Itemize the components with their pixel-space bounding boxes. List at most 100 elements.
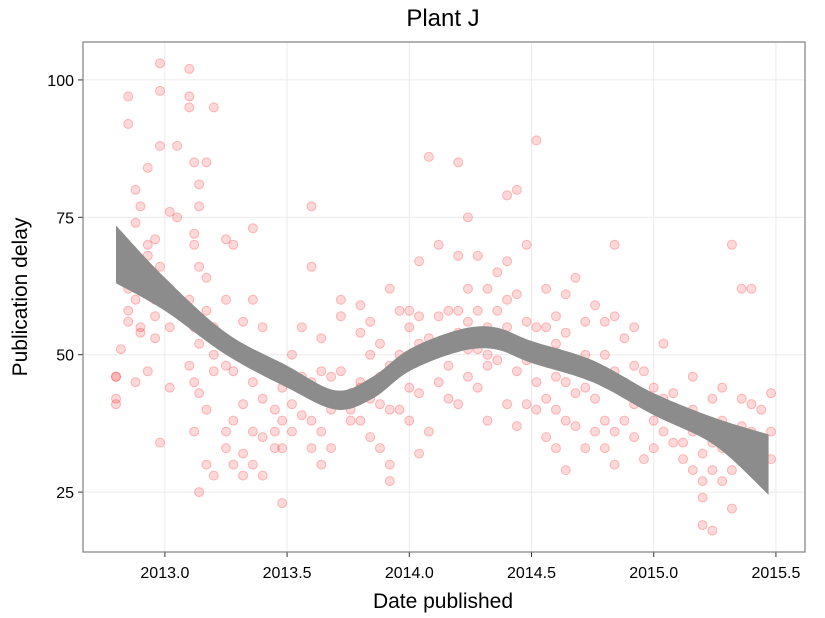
point bbox=[189, 157, 200, 168]
point bbox=[201, 459, 212, 470]
point bbox=[269, 404, 280, 415]
point bbox=[110, 399, 121, 410]
point bbox=[629, 432, 640, 443]
point bbox=[296, 410, 307, 421]
point bbox=[599, 443, 610, 454]
point bbox=[316, 426, 327, 437]
point bbox=[365, 316, 376, 327]
point bbox=[220, 234, 231, 245]
point bbox=[142, 162, 153, 173]
point bbox=[164, 206, 175, 217]
point bbox=[123, 305, 134, 316]
point bbox=[638, 366, 649, 377]
point bbox=[541, 393, 552, 404]
point bbox=[550, 371, 561, 382]
point bbox=[228, 366, 239, 377]
point bbox=[277, 443, 288, 454]
point bbox=[697, 448, 708, 459]
point bbox=[247, 223, 258, 234]
point bbox=[194, 179, 205, 190]
point bbox=[154, 58, 165, 69]
point bbox=[736, 283, 747, 294]
point bbox=[531, 377, 542, 388]
point bbox=[590, 393, 601, 404]
point bbox=[286, 426, 297, 437]
point bbox=[766, 388, 777, 399]
point bbox=[560, 289, 571, 300]
point bbox=[531, 135, 542, 146]
point bbox=[194, 201, 205, 212]
point bbox=[521, 316, 532, 327]
point bbox=[433, 239, 444, 250]
point bbox=[123, 91, 134, 102]
point bbox=[609, 239, 620, 250]
point bbox=[150, 333, 161, 344]
point bbox=[257, 322, 268, 333]
point bbox=[394, 305, 405, 316]
point bbox=[726, 465, 737, 476]
point bbox=[335, 366, 346, 377]
point bbox=[521, 399, 532, 410]
point bbox=[453, 399, 464, 410]
point bbox=[355, 327, 366, 338]
point bbox=[619, 333, 630, 344]
point bbox=[629, 360, 640, 371]
point bbox=[220, 360, 231, 371]
point bbox=[135, 327, 146, 338]
point bbox=[142, 366, 153, 377]
point bbox=[335, 311, 346, 322]
point bbox=[306, 201, 317, 212]
point bbox=[306, 261, 317, 272]
point bbox=[374, 399, 385, 410]
point bbox=[658, 426, 669, 437]
point bbox=[570, 421, 581, 432]
point bbox=[208, 349, 219, 360]
point bbox=[502, 294, 513, 305]
point bbox=[658, 338, 669, 349]
point bbox=[208, 102, 219, 113]
point bbox=[384, 404, 395, 415]
point bbox=[384, 283, 395, 294]
point bbox=[384, 459, 395, 470]
point bbox=[678, 437, 689, 448]
point bbox=[404, 322, 415, 333]
point bbox=[201, 404, 212, 415]
point bbox=[560, 415, 571, 426]
point bbox=[541, 283, 552, 294]
point bbox=[433, 311, 444, 322]
point bbox=[238, 470, 249, 481]
point bbox=[414, 311, 425, 322]
point bbox=[194, 388, 205, 399]
point bbox=[756, 404, 767, 415]
x-axis-label: Date published bbox=[373, 590, 513, 613]
point bbox=[404, 415, 415, 426]
point bbox=[247, 377, 258, 388]
point bbox=[414, 448, 425, 459]
point bbox=[590, 426, 601, 437]
point bbox=[462, 316, 473, 327]
point bbox=[492, 267, 503, 278]
point bbox=[277, 498, 288, 509]
point bbox=[423, 426, 434, 437]
point bbox=[462, 283, 473, 294]
point bbox=[707, 525, 718, 536]
x-tick-label: 2015.0 bbox=[629, 565, 678, 582]
point bbox=[286, 349, 297, 360]
point bbox=[541, 432, 552, 443]
point bbox=[609, 459, 620, 470]
point bbox=[150, 234, 161, 245]
point bbox=[668, 388, 679, 399]
point bbox=[150, 311, 161, 322]
point bbox=[306, 415, 317, 426]
point bbox=[707, 393, 718, 404]
point bbox=[154, 85, 165, 96]
point bbox=[502, 190, 513, 201]
point bbox=[482, 349, 493, 360]
point bbox=[184, 360, 195, 371]
point bbox=[228, 239, 239, 250]
point bbox=[717, 382, 728, 393]
point bbox=[374, 338, 385, 349]
point bbox=[220, 294, 231, 305]
